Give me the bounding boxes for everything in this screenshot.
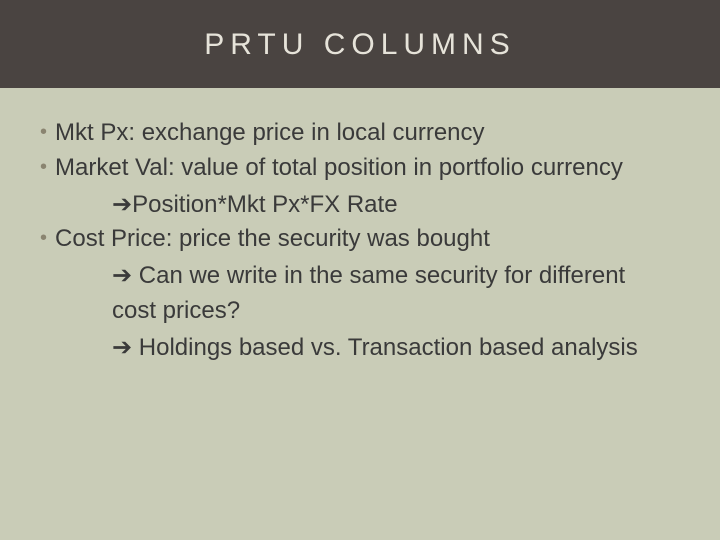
bullet-item: • Mkt Px: exchange price in local curren…: [40, 116, 680, 151]
bullet-text: Cost Price: price the security was bough…: [55, 222, 680, 257]
sub-bullet-text: ➔ Can we write in the same security for …: [112, 262, 625, 324]
sub-bullet: ➔ Holdings based vs. Transaction based a…: [40, 331, 680, 366]
sub-bullet: ➔Position*Mkt Px*FX Rate: [40, 188, 680, 223]
sub-bullet-text: ➔ Holdings based vs. Transaction based a…: [112, 334, 638, 361]
bullet-text: Mkt Px: exchange price in local currency: [55, 116, 680, 151]
bullet-icon: •: [40, 222, 47, 254]
bullet-text: Market Val: value of total position in p…: [55, 151, 680, 186]
sub-bullet-text: ➔Position*Mkt Px*FX Rate: [112, 191, 398, 218]
content-area: • Mkt Px: exchange price in local curren…: [0, 88, 720, 366]
slide-title: PRTU COLUMNS: [0, 28, 720, 62]
sub-bullet: ➔ Can we write in the same security for …: [40, 259, 680, 329]
bullet-icon: •: [40, 116, 47, 148]
title-band: PRTU COLUMNS: [0, 0, 720, 88]
bullet-icon: •: [40, 151, 47, 183]
bullet-item: • Cost Price: price the security was bou…: [40, 222, 680, 257]
bullet-item: • Market Val: value of total position in…: [40, 151, 680, 186]
